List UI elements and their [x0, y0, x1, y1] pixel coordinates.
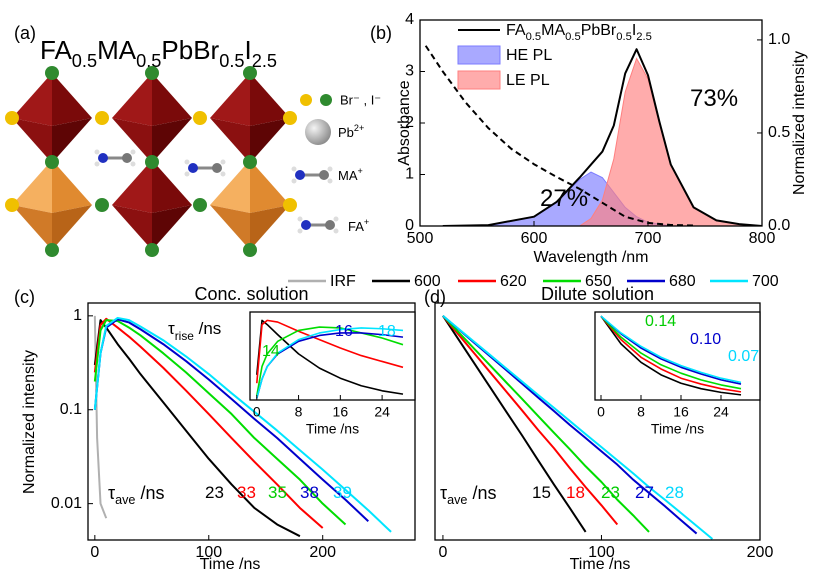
- octahedron: [12, 160, 92, 250]
- chart: 0 8 16 24 Time /ns τrise /ns 14 16 18: [168, 312, 415, 437]
- x-tick-label: 24: [374, 404, 390, 420]
- structure-panel: (a) FA0.5MA0.5PbBr0.5I2.5 Br⁻ , I⁻ Pb2+ …: [5, 23, 381, 257]
- annotation: 33: [237, 483, 256, 502]
- legend-label: MA+: [338, 166, 363, 183]
- y-tick-label: 3: [405, 63, 414, 80]
- panel-label: (c): [14, 287, 35, 307]
- x-tick-label: 0: [597, 404, 605, 420]
- legend-label: 650: [585, 273, 612, 290]
- x-tick-label: 24: [713, 404, 729, 420]
- octahedron: [210, 73, 290, 163]
- x-axis-label: Time /ns: [570, 556, 631, 573]
- y2-tick-label: 1.0: [768, 31, 790, 48]
- x-axis-label: Time /ns: [306, 421, 359, 437]
- annotation: 27%: [540, 185, 588, 212]
- x-tick-label: 8: [637, 404, 645, 420]
- y-tick-label: 1: [73, 307, 82, 324]
- y-axis-label: Normalized intensity: [21, 350, 38, 494]
- x-tick-label: 8: [295, 404, 303, 420]
- y-tick-label: 0.01: [51, 495, 82, 512]
- annotation: 18: [566, 483, 585, 502]
- y-tick-label: 0.1: [60, 401, 82, 418]
- page: {"structure": {"panel_label": "(a)", "fo…: [0, 0, 813, 574]
- pb-atom: [305, 119, 331, 145]
- octahedron: [112, 73, 192, 163]
- annotation: 28: [665, 483, 684, 502]
- fa-icon: [298, 217, 339, 234]
- y2-tick-label: 0.0: [768, 217, 790, 234]
- x-tick-label: 600: [521, 230, 548, 247]
- legend-swatch: [458, 71, 500, 89]
- ma-icon: [292, 167, 333, 184]
- annotation: 38: [300, 483, 319, 502]
- annotation: 35: [268, 483, 287, 502]
- x-tick-label: 0: [438, 544, 447, 561]
- annotation: 14: [262, 343, 280, 360]
- fa-molecule: [185, 160, 226, 177]
- annotation: τave /ns: [440, 483, 496, 508]
- chart-title: Conc. solution: [194, 284, 308, 304]
- x-tick-label: 16: [333, 404, 349, 420]
- i-atom: [320, 94, 332, 106]
- x-tick-label: 200: [747, 544, 774, 561]
- legend-label: FA+: [348, 217, 369, 234]
- legend-label: Br⁻ , I⁻: [340, 92, 381, 107]
- legend-label: 600: [414, 273, 441, 290]
- annotation: 39: [333, 483, 352, 502]
- legend-label: 620: [500, 273, 527, 290]
- legend-label: 700: [752, 273, 779, 290]
- y-tick-label: 1: [405, 166, 414, 183]
- x-axis-label: Time /ns: [200, 556, 261, 573]
- x-axis-label: Time /ns: [651, 421, 704, 437]
- ma-molecule: [95, 150, 136, 167]
- legend-label: LE PL: [506, 72, 550, 89]
- annotation: 27: [635, 483, 654, 502]
- x-tick-label: 16: [673, 404, 689, 420]
- y-tick-label: 4: [405, 11, 414, 28]
- panel-label: (b): [370, 23, 392, 43]
- legend-label: 680: [669, 273, 696, 290]
- chart: 0 8 16 24 Time /ns 0.14 0.10 0.07: [595, 312, 760, 437]
- annotation: 73%: [690, 85, 738, 112]
- x-tick-label: 0: [90, 544, 99, 561]
- legend-label: HE PL: [506, 47, 552, 64]
- legend-label: Pb2+: [338, 123, 364, 140]
- annotation: 0.10: [690, 331, 721, 348]
- octahedron: [12, 73, 92, 163]
- y2-axis-label: Normalized intensity: [791, 51, 808, 195]
- y2-tick-label: 0.5: [768, 124, 790, 141]
- annotation: 16: [335, 323, 353, 340]
- annotation: 23: [601, 483, 620, 502]
- annotation: 23: [205, 483, 224, 502]
- panel-label: (a): [14, 23, 36, 43]
- annotation: 0.14: [645, 313, 676, 330]
- legend-label: FA0.5MA0.5PbBr0.5I2.5: [506, 22, 652, 43]
- x-axis-label: Wavelength /nm: [533, 249, 648, 266]
- annotation: τave /ns: [108, 483, 164, 508]
- x-tick-label: 700: [635, 230, 662, 247]
- x-tick-label: 200: [309, 544, 336, 561]
- figure: (a) FA0.5MA0.5PbBr0.5I2.5 Br⁻ , I⁻ Pb2+ …: [0, 0, 813, 574]
- annotation: τrise /ns: [168, 319, 221, 343]
- annotation: 0.07: [728, 348, 759, 365]
- legend-swatch: [458, 46, 500, 64]
- octahedron: [112, 160, 192, 250]
- y-tick-label: 0: [405, 217, 414, 234]
- legend-label: IRF: [330, 273, 356, 290]
- formula: FA0.5MA0.5PbBr0.5I2.5: [40, 35, 277, 71]
- x-tick-label: 0: [253, 404, 261, 420]
- annotation: 18: [378, 323, 396, 340]
- annotation: 15: [532, 483, 551, 502]
- y-axis-label: Absorbance: [396, 80, 413, 165]
- br-atom: [300, 94, 312, 106]
